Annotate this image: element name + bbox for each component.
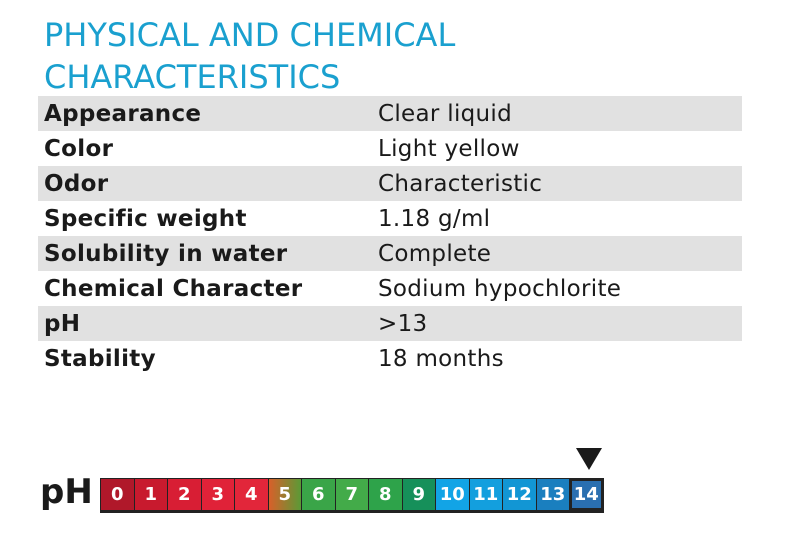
table-row: Stability 18 months [38, 341, 742, 376]
ph-cell-0: 0 [101, 479, 134, 510]
property-value: 1.18 g/ml [378, 205, 491, 232]
property-name: Stability [44, 345, 156, 372]
ph-cell-1: 1 [134, 479, 167, 510]
ph-cell-10: 10 [436, 479, 469, 510]
property-name: Chemical Character [44, 275, 303, 302]
property-name: Color [44, 135, 114, 162]
property-value: Complete [378, 240, 492, 267]
title-line-2: CHARACTERISTICS [44, 58, 341, 96]
property-name: Odor [44, 170, 109, 197]
ph-cell-11: 11 [469, 479, 502, 510]
property-name: pH [44, 310, 81, 337]
ph-cell-3: 3 [201, 479, 234, 510]
page-title: PHYSICAL AND CHEMICAL CHARACTERISTICS [44, 14, 744, 98]
ph-scale: 0 1 2 3 4 5 6 7 8 9 10 11 12 13 14 [100, 478, 604, 513]
ph-cell-14: 14 [570, 479, 603, 510]
property-value: >13 [378, 310, 428, 337]
ph-cell-9: 9 [402, 479, 435, 510]
property-value: Clear liquid [378, 100, 513, 127]
ph-cell-7: 7 [335, 479, 368, 510]
property-value: Sodium hypochlorite [378, 275, 622, 302]
table-row: Odor Characteristic [38, 166, 742, 201]
ph-cell-5: 5 [268, 479, 301, 510]
ph-cell-4: 4 [235, 479, 268, 510]
properties-table: Appearance Clear liquid Color Light yell… [38, 96, 742, 376]
property-value: 18 months [378, 345, 504, 372]
property-name: Appearance [44, 100, 202, 127]
table-row: Color Light yellow [38, 131, 742, 166]
property-name: Specific weight [44, 205, 247, 232]
ph-cell-13: 13 [536, 479, 569, 510]
ph-cell-6: 6 [302, 479, 335, 510]
table-row: Specific weight 1.18 g/ml [38, 201, 742, 236]
property-value: Light yellow [378, 135, 520, 162]
property-value: Characteristic [378, 170, 543, 197]
ph-cell-2: 2 [168, 479, 201, 510]
table-row: Solubility in water Complete [38, 236, 742, 271]
property-name: Solubility in water [44, 240, 288, 267]
table-row: Appearance Clear liquid [38, 96, 742, 131]
table-row: Chemical Character Sodium hypochlorite [38, 271, 742, 306]
ph-scale-label: pH [40, 472, 93, 512]
ph-cell-8: 8 [369, 479, 402, 510]
title-line-1: PHYSICAL AND CHEMICAL [44, 16, 456, 54]
ph-marker-triangle-icon [576, 448, 602, 470]
table-row: pH >13 [38, 306, 742, 341]
ph-cell-12: 12 [503, 479, 536, 510]
